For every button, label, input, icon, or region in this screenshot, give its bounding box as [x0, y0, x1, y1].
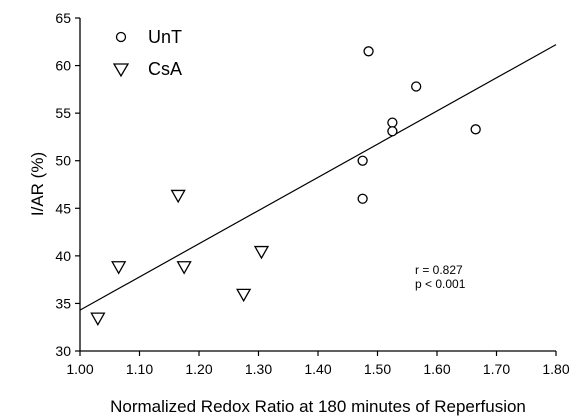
untreated-point: [387, 117, 398, 128]
plot-area: 1.00 1.10 1.20 1.30 1.40 1.50 1.60 1.70 1.80 303…: [55, 10, 569, 377]
legend-marker-untreated: [115, 31, 127, 43]
data-points: [90, 46, 481, 326]
p-value-annotation: p < 0.001: [415, 277, 466, 291]
correlation-annotation: r = 0.827: [415, 263, 463, 277]
legend-label-untreated: UnT: [148, 27, 182, 47]
y-tick-label: 35: [55, 295, 71, 311]
x-tick-label: 1.50: [364, 361, 391, 377]
csa-point: [170, 189, 186, 204]
x-tick-label: 1.60: [423, 361, 450, 377]
legend-label-csa: CsA: [148, 59, 182, 79]
csa-point: [236, 288, 252, 303]
x-tick-label: 1.40: [304, 361, 331, 377]
x-ticks: 1.00 1.10 1.20 1.30 1.40 1.50 1.60 1.70 1.80: [66, 351, 570, 377]
y-tick-label: 65: [55, 10, 71, 26]
x-tick-label: 1.70: [483, 361, 510, 377]
y-tick-label: 50: [55, 153, 71, 169]
csa-point: [90, 312, 106, 326]
x-tick-label: 1.10: [126, 361, 153, 377]
untreated-point: [411, 81, 422, 92]
regression-line: [79, 44, 557, 311]
y-ticks: 30 35 40 45 50 55 60 65: [55, 10, 80, 359]
legend: UnT CsA: [112, 27, 182, 79]
csa-point: [176, 261, 192, 275]
untreated-point: [387, 126, 398, 137]
legend-marker-csa: [112, 63, 130, 78]
x-tick-label: 1.80: [542, 361, 569, 377]
y-tick-label: 55: [55, 105, 71, 121]
y-tick-label: 60: [55, 58, 71, 74]
csa-point: [111, 261, 127, 275]
untreated-point: [363, 46, 374, 57]
untreated-point: [357, 155, 368, 166]
y-tick-label: 45: [55, 200, 71, 216]
csa-point: [253, 245, 270, 260]
y-axis-label: I/AR (%): [28, 152, 47, 216]
x-tick-label: 1.00: [66, 361, 93, 377]
x-tick-label: 1.30: [245, 361, 272, 377]
x-axis-label: Normalized Redox Ratio at 180 minutes of…: [110, 397, 526, 416]
y-tick-label: 30: [55, 343, 71, 359]
untreated-point: [470, 124, 481, 135]
x-tick-label: 1.20: [185, 361, 212, 377]
untreated-point: [357, 193, 368, 204]
y-tick-label: 40: [55, 248, 71, 264]
